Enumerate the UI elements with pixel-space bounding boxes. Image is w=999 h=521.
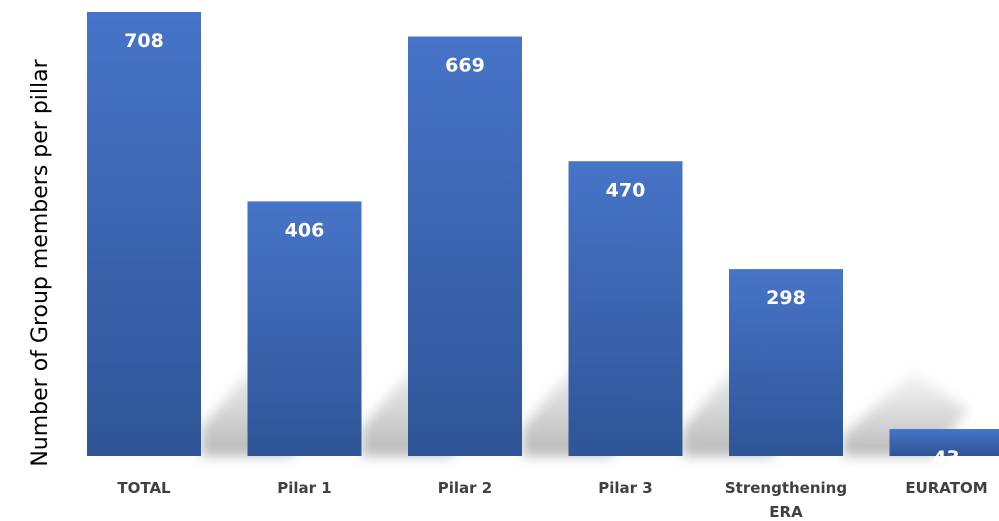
bar — [408, 36, 522, 456]
y-axis-title: Number of Group members per pillar — [28, 58, 53, 466]
category-label: ERA — [769, 503, 803, 521]
bar — [247, 201, 362, 456]
category-label: Pilar 3 — [598, 479, 652, 497]
category-label: EURATOM — [905, 479, 987, 497]
bars-group — [87, 12, 999, 456]
category-label: TOTAL — [117, 479, 171, 497]
category-label: Pilar 1 — [277, 479, 331, 497]
bar — [568, 161, 683, 456]
category-label: Strengthening — [725, 479, 847, 497]
category-label: Pilar 2 — [438, 479, 492, 497]
bar-value-label: 470 — [606, 179, 646, 201]
bar-value-label: 708 — [124, 30, 164, 52]
bar — [87, 12, 201, 456]
category-labels-group: TOTAL Pilar 1 Pilar 2 Pilar 3 Strengthening E… — [117, 479, 987, 521]
bar-value-label: 669 — [445, 54, 485, 76]
bar — [889, 429, 999, 456]
value-labels-group: 708 406 669 470 298 43 — [124, 30, 960, 469]
bar-value-label: 406 — [285, 219, 325, 241]
bar-value-label: 298 — [766, 287, 806, 309]
bar — [729, 269, 843, 456]
bar-value-label: 43 — [933, 447, 959, 469]
